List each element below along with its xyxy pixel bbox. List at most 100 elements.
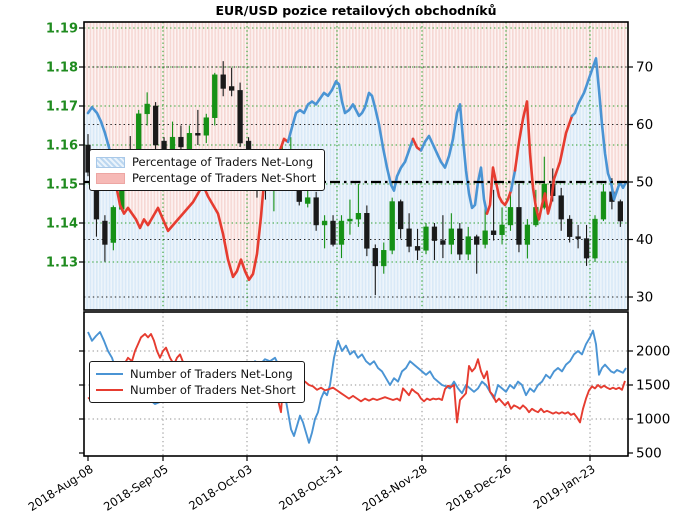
net-short-fill — [84, 22, 628, 280]
price-tick-label: 1.18 — [46, 61, 78, 76]
candle-up — [600, 191, 607, 220]
candle-down — [440, 240, 446, 245]
candle-down — [102, 220, 108, 245]
price-tick-label: 1.13 — [46, 256, 78, 271]
candle-up — [389, 201, 395, 251]
candle-down — [372, 248, 378, 267]
candle-up — [110, 207, 116, 243]
candle-up — [338, 220, 345, 245]
candle-down — [195, 133, 201, 136]
candle-down — [583, 238, 590, 259]
net-long-hatch-swatch-icon — [96, 156, 125, 168]
candle-down — [431, 226, 438, 241]
pct-tick-label: 70 — [636, 60, 653, 76]
candle-down — [617, 201, 624, 222]
legend-item-num-net-short: Number of Traders Net-Short — [96, 382, 296, 398]
candle-up — [203, 117, 209, 136]
top-plot-border — [83, 21, 629, 311]
price-tick-label: 1.16 — [46, 139, 78, 154]
candle-up — [186, 133, 193, 150]
candle-up — [448, 228, 455, 245]
candle-down — [414, 246, 421, 251]
candle-up — [355, 213, 362, 220]
pct-tick-label: 30 — [636, 290, 653, 306]
candle-up — [423, 226, 429, 251]
pct-net-long-line — [570, 57, 628, 201]
count-tick-label: 1000 — [636, 412, 670, 428]
candle-up — [321, 220, 328, 226]
candle-up — [465, 236, 471, 255]
candle-up — [482, 230, 488, 245]
candle-down — [229, 86, 235, 91]
candle-down — [474, 236, 480, 245]
legend-bottom: Number of Traders Net-Long Number of Tra… — [89, 361, 305, 403]
price-tick-label: 1.14 — [46, 217, 78, 232]
candle-down — [152, 105, 159, 146]
date-tick-label: 2018-Oct-03 — [186, 462, 254, 513]
candle-up — [212, 74, 218, 118]
net-short-pink-swatch-icon — [96, 172, 125, 184]
candle-up — [592, 218, 598, 259]
candle-up — [507, 207, 514, 226]
chart-title: EUR/USD pozice retailových obchodníků — [215, 3, 497, 18]
candle-down — [237, 90, 243, 144]
pct-net-short-line — [485, 166, 513, 215]
candle-up — [347, 218, 353, 222]
legend-label: Number of Traders Net-Short — [130, 383, 296, 397]
candle-down — [330, 220, 336, 245]
pct-net-long-line — [419, 103, 489, 215]
candle-down — [490, 230, 497, 235]
legend-label: Percentage of Traders Net-Long — [132, 155, 314, 169]
candle-down — [516, 207, 522, 245]
date-tick-label: 2018-Sep-05 — [101, 462, 171, 514]
date-axis: 2018-Aug-08 2018-Sep-05 2018-Oct-03 2018-Oc… — [26, 456, 598, 514]
date-tick-label: 2018-Oct-31 — [276, 462, 344, 513]
pct-tick-label: 50 — [636, 175, 653, 191]
candle-up — [524, 224, 531, 245]
pct-net-long-line — [86, 106, 115, 172]
candle-down — [567, 218, 573, 237]
pct-net-short-line — [513, 100, 574, 221]
candle-down — [457, 228, 463, 255]
candle-up — [144, 103, 150, 115]
legend-item-num-net-long: Number of Traders Net-Long — [96, 366, 296, 382]
price-tick-label: 1.15 — [46, 178, 78, 193]
legend-item-pct-net-long: Percentage of Traders Net-Long — [96, 154, 316, 170]
candle-down — [220, 74, 226, 89]
top-axis-labels: 1.19 1.18 1.17 1.16 1.15 1.14 1.13 70 60 50 40 30 — [46, 22, 653, 306]
count-tick-label: 500 — [636, 446, 662, 462]
pct-net-long-line — [509, 169, 517, 192]
count-tick-label: 1500 — [636, 378, 670, 394]
legend-label: Number of Traders Net-Long — [130, 367, 293, 381]
date-tick-label: 2018-Nov-28 — [360, 462, 430, 514]
candle-down — [313, 197, 319, 226]
bottom-plot-border — [83, 311, 629, 457]
net-short-line-swatch-icon — [96, 389, 123, 391]
pct-net-short-line — [411, 137, 423, 152]
date-tick-label: 2019-Jan-23 — [531, 462, 598, 512]
candle-down — [406, 228, 412, 247]
bottom-axis-labels: 2000 1500 1000 500 — [79, 344, 670, 462]
pct-tick-label: 60 — [636, 117, 653, 133]
legend-top: Percentage of Traders Net-Long Percentag… — [89, 149, 326, 191]
candle-down — [178, 136, 184, 148]
candle-up — [381, 250, 387, 267]
date-tick-label: 2018-Dec-26 — [444, 462, 514, 514]
candle-down — [575, 236, 581, 239]
net-long-line-swatch-icon — [96, 373, 123, 375]
pct-net-long-line — [286, 80, 415, 192]
candle-down — [398, 201, 404, 230]
legend-item-pct-net-short: Percentage of Traders Net-Short — [96, 170, 316, 186]
price-tick-label: 1.19 — [46, 22, 78, 37]
pct-tick-label: 40 — [636, 232, 653, 248]
date-tick-label: 2018-Aug-08 — [26, 462, 96, 514]
count-tick-label: 2000 — [636, 344, 670, 360]
top-plot — [84, 22, 628, 310]
price-tick-label: 1.17 — [46, 100, 78, 115]
candle-up — [305, 197, 311, 204]
legend-label: Percentage of Traders Net-Short — [132, 171, 317, 185]
candle-down — [558, 195, 564, 220]
candle-down — [364, 213, 370, 249]
